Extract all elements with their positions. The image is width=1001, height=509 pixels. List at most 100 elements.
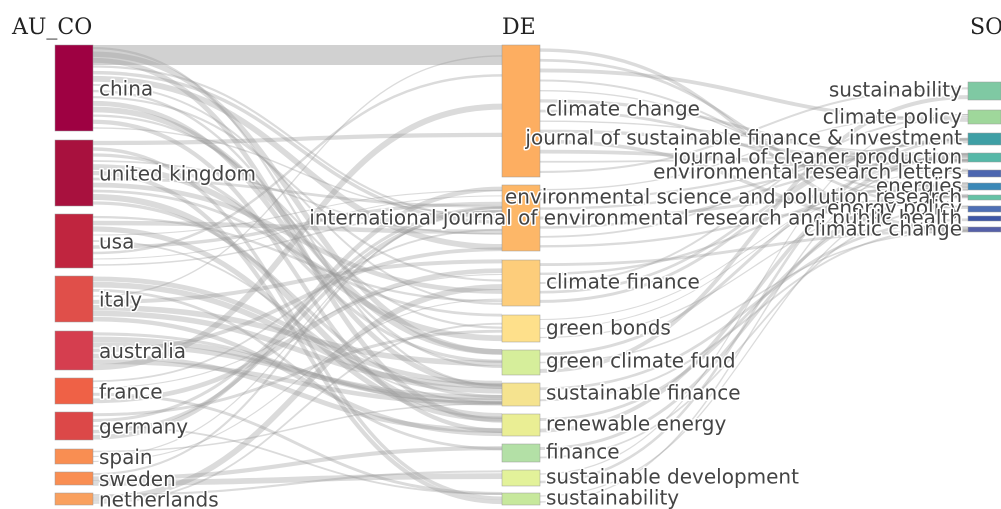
link	[539, 129, 969, 163]
node	[967, 169, 1001, 178]
link	[92, 74, 503, 255]
node	[967, 81, 1001, 101]
link	[539, 229, 969, 267]
node-label: sustainability	[829, 78, 962, 102]
link	[92, 329, 503, 417]
node	[501, 443, 541, 463]
link	[92, 201, 503, 399]
node-label: climate policy	[823, 105, 962, 129]
node	[54, 275, 94, 323]
link	[92, 304, 503, 367]
link	[92, 75, 503, 250]
link	[92, 210, 503, 266]
link	[92, 160, 503, 235]
link	[539, 182, 969, 451]
link	[92, 89, 503, 368]
link	[539, 154, 969, 163]
node	[967, 205, 1001, 213]
link	[92, 132, 503, 146]
node-label: australia	[99, 339, 186, 363]
link	[539, 90, 969, 188]
link	[92, 206, 503, 476]
link	[92, 57, 503, 423]
node	[501, 492, 541, 506]
node-label: journal of sustainable finance & investm…	[524, 126, 962, 150]
link	[92, 103, 503, 371]
link	[92, 288, 503, 451]
column-title: SO	[970, 15, 1001, 40]
link	[539, 159, 969, 210]
link	[539, 137, 969, 294]
link	[92, 46, 503, 387]
link	[539, 193, 969, 421]
node	[967, 194, 1001, 201]
link	[92, 189, 503, 317]
node-label: green bonds	[546, 316, 671, 340]
link	[539, 99, 969, 163]
link	[539, 205, 969, 459]
link	[92, 353, 503, 433]
link	[92, 127, 503, 216]
link	[92, 332, 503, 405]
node	[54, 448, 94, 465]
node	[967, 109, 1001, 125]
link	[92, 100, 503, 389]
node	[54, 139, 94, 207]
link	[539, 158, 969, 229]
node-label: green climate fund	[546, 349, 736, 373]
link	[539, 79, 969, 198]
link	[92, 209, 503, 434]
node	[967, 132, 1001, 146]
link	[92, 177, 503, 208]
node	[54, 330, 94, 371]
node	[54, 44, 94, 132]
nodes: AU_CO DE SO china united kingdom usa italy aust…	[11, 15, 1001, 509]
link	[92, 259, 503, 304]
node	[501, 469, 541, 487]
node-label: environmental research letters	[653, 160, 962, 184]
link	[92, 164, 503, 342]
link	[539, 48, 969, 232]
link	[92, 470, 503, 497]
link	[92, 96, 503, 282]
node-label: france	[99, 380, 163, 404]
node-label: climate change	[546, 97, 700, 121]
link	[92, 189, 503, 236]
link	[92, 392, 503, 495]
link	[92, 273, 503, 389]
link	[539, 172, 969, 330]
links	[92, 44, 969, 505]
link	[92, 170, 503, 505]
node-label: usa	[99, 230, 134, 254]
link	[92, 446, 503, 481]
link	[92, 195, 503, 260]
link	[92, 70, 503, 224]
link	[92, 65, 503, 219]
link	[92, 114, 503, 329]
node-label: sustainable finance	[546, 381, 741, 405]
link	[92, 276, 503, 386]
node-label: germany	[99, 415, 188, 439]
link	[539, 113, 969, 475]
node	[501, 259, 541, 307]
link	[92, 186, 503, 440]
link	[539, 153, 969, 433]
link	[92, 425, 503, 495]
node-label: netherlands	[99, 488, 219, 509]
link	[539, 138, 969, 303]
link	[539, 141, 969, 238]
link	[92, 153, 503, 363]
link	[539, 170, 969, 321]
link	[539, 153, 969, 503]
link	[92, 268, 503, 404]
link	[92, 194, 503, 419]
node-label: energies	[876, 174, 962, 198]
link	[92, 55, 503, 297]
link	[92, 106, 503, 355]
column-title: DE	[502, 15, 536, 40]
link	[539, 115, 969, 284]
link	[92, 215, 503, 303]
link	[92, 51, 503, 355]
link	[92, 473, 503, 486]
node	[501, 184, 541, 252]
